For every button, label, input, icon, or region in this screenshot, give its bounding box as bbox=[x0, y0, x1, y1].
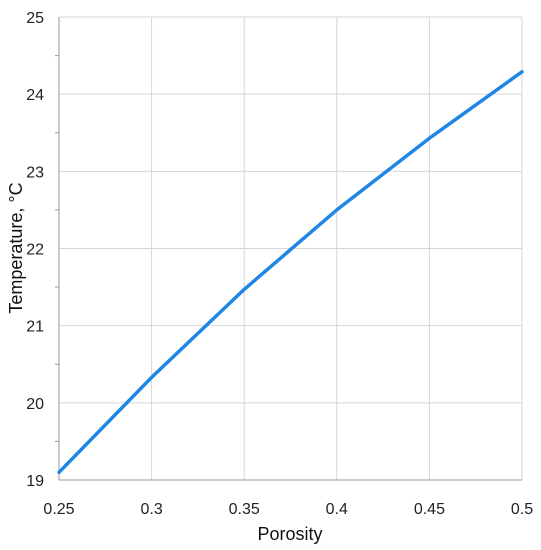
y-tick-label: 25 bbox=[26, 10, 44, 27]
x-tick-label: 0.3 bbox=[140, 501, 162, 518]
y-tick-labels: 19 20 21 22 23 24 25 bbox=[26, 10, 44, 490]
x-tick-label: 0.35 bbox=[229, 501, 260, 518]
y-tick-label: 24 bbox=[26, 87, 44, 104]
y-tick-label: 23 bbox=[26, 164, 44, 181]
series-layer bbox=[57, 70, 524, 475]
x-tick-label: 0.5 bbox=[511, 501, 533, 518]
gridlines bbox=[59, 16, 523, 480]
axes bbox=[58, 17, 522, 481]
x-tick-label: 0.4 bbox=[326, 501, 348, 518]
minor-ticks bbox=[55, 55, 59, 442]
y-tick-label: 21 bbox=[26, 319, 44, 336]
y-axis-title: Temperature, °C bbox=[6, 182, 26, 313]
y-tick-label: 22 bbox=[26, 242, 44, 259]
x-tick-label: 0.25 bbox=[43, 501, 74, 518]
x-tick-label: 0.45 bbox=[414, 501, 445, 518]
x-axis-title: Porosity bbox=[257, 524, 322, 544]
y-tick-label: 19 bbox=[26, 473, 44, 490]
series-line bbox=[57, 70, 524, 475]
x-tick-labels: 0.25 0.3 0.35 0.4 0.45 0.5 bbox=[43, 501, 533, 518]
y-tick-label: 20 bbox=[26, 396, 44, 413]
